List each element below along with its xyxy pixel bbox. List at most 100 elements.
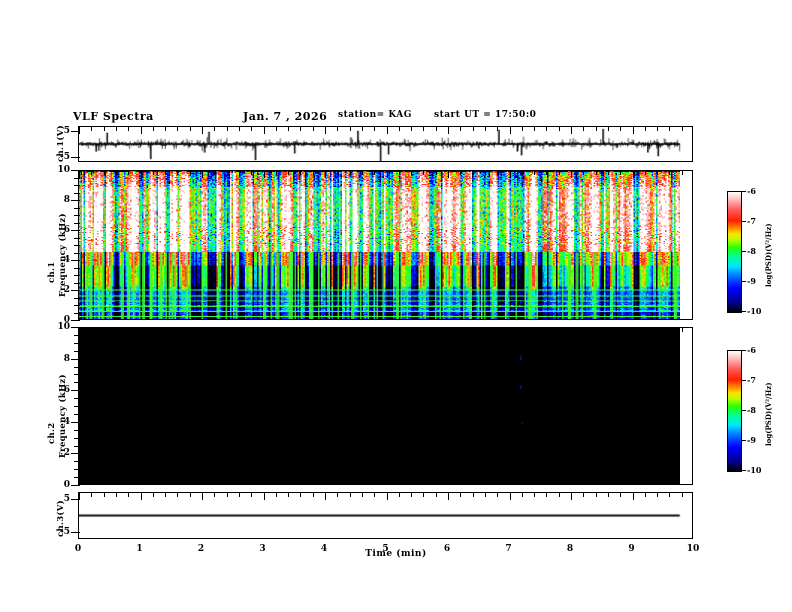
ch1-spectrogram-panel bbox=[78, 170, 693, 320]
ch1-frequency-tick-label: 10 bbox=[57, 165, 70, 175]
colorbar-tick-label: -10 bbox=[747, 465, 762, 475]
y-axis-tick bbox=[74, 350, 80, 352]
y-axis-tick bbox=[74, 429, 80, 431]
y-axis-tick bbox=[71, 453, 80, 455]
y-axis-tick bbox=[71, 485, 80, 486]
y-axis-tick bbox=[71, 200, 80, 201]
x-tick-label: 4 bbox=[320, 544, 328, 554]
ch2-frequency-tick-label: 4 bbox=[63, 416, 70, 427]
colorbar-tick bbox=[741, 350, 746, 351]
colorbar-tick bbox=[741, 380, 746, 381]
y-axis-tick bbox=[74, 222, 80, 224]
ch1-voltage-tick-label: 5 bbox=[63, 126, 70, 137]
ch1-voltage-tick-label: -5 bbox=[60, 151, 70, 162]
ch2-frequency-tick-label: 6 bbox=[63, 385, 70, 396]
figure-title: VLF Spectra bbox=[73, 110, 154, 123]
ch1-frequency-tick-label: 6 bbox=[63, 225, 70, 235]
y-axis-tick bbox=[71, 358, 80, 360]
y-axis-tick bbox=[74, 275, 80, 276]
y-axis-tick bbox=[74, 215, 80, 216]
y-axis-tick bbox=[74, 305, 80, 306]
ch1-frequency-tick-label: 2 bbox=[63, 285, 70, 295]
y-axis-tick bbox=[71, 290, 80, 291]
y-axis-tick bbox=[71, 390, 80, 392]
ch2-spectrogram-image bbox=[79, 328, 692, 484]
colorbar-tick bbox=[741, 251, 746, 252]
colorbar-tick bbox=[741, 311, 746, 312]
colorbar-tick bbox=[741, 221, 746, 222]
ch2-frequency-tick-label: 10 bbox=[57, 322, 70, 332]
start-ut-label: start UT = 17:50:0 bbox=[434, 110, 537, 120]
y-axis-tick bbox=[74, 297, 80, 299]
ch3-voltage-tick-label: -5 bbox=[60, 527, 70, 538]
y-axis-tick bbox=[71, 532, 80, 534]
y-axis-tick bbox=[74, 252, 80, 254]
y-axis-tick bbox=[74, 207, 80, 209]
y-axis-tick bbox=[74, 185, 80, 186]
y-axis-tick bbox=[74, 312, 80, 314]
y-axis-tick bbox=[71, 260, 80, 261]
y-axis-tick bbox=[74, 245, 80, 246]
colorbar-tick bbox=[741, 281, 746, 282]
ch1-spectrogram-image bbox=[79, 171, 692, 319]
x-tick-label: 0 bbox=[74, 544, 82, 554]
ch1-frequency-tick-label: 4 bbox=[63, 255, 70, 265]
ch1-colorbar-label: log(PSD)(V²/Hz) bbox=[764, 223, 773, 287]
ch2-colorbar-label: log(PSD)(V²/Hz) bbox=[764, 382, 773, 446]
x-tick-label: 3 bbox=[259, 544, 266, 554]
ch2-spectrogram-panel bbox=[78, 327, 693, 485]
y-axis-tick bbox=[74, 413, 80, 415]
y-axis-tick bbox=[74, 406, 80, 407]
ch2-frequency-tick-label: 0 bbox=[63, 480, 70, 490]
colorbar-tick-label: -10 bbox=[747, 306, 762, 316]
x-tick-label: 7 bbox=[505, 544, 512, 554]
colorbar-tick-label: -9 bbox=[747, 435, 756, 445]
ch3-voltage-axis-label: ch.3(V) bbox=[56, 500, 66, 537]
y-axis-tick bbox=[74, 445, 80, 447]
colorbar-tick-label: -9 bbox=[747, 276, 756, 286]
colorbar-tick-label: -7 bbox=[747, 375, 756, 385]
y-axis-tick bbox=[74, 267, 80, 269]
colorbar-tick bbox=[741, 440, 746, 441]
y-axis-tick bbox=[74, 437, 80, 439]
y-axis-tick bbox=[71, 498, 80, 500]
y-axis-tick bbox=[71, 320, 80, 321]
ch2-colorbar bbox=[727, 350, 742, 472]
y-axis-tick bbox=[74, 342, 80, 344]
y-axis-tick bbox=[71, 156, 80, 158]
ch3-voltage-tick-label: 5 bbox=[63, 493, 70, 504]
y-axis-tick bbox=[71, 170, 80, 171]
colorbar-tick-label: -7 bbox=[747, 216, 756, 226]
x-tick-label: 5 bbox=[382, 544, 389, 554]
y-axis-tick bbox=[74, 398, 80, 400]
x-tick-label: 10 bbox=[686, 544, 700, 554]
colorbar-tick-label: -8 bbox=[747, 246, 756, 256]
colorbar-tick-label: -6 bbox=[747, 345, 756, 355]
colorbar-tick bbox=[741, 191, 746, 192]
x-tick-label: 9 bbox=[628, 544, 635, 554]
ch3-waveform-panel bbox=[78, 492, 693, 539]
y-axis-tick bbox=[71, 327, 80, 328]
y-axis-tick bbox=[74, 382, 80, 384]
ch2-frequency-tick-label: 2 bbox=[63, 448, 70, 459]
y-axis-tick bbox=[74, 366, 80, 368]
y-axis-tick bbox=[71, 131, 80, 133]
ch1-frequency-axis-label-line2: Frequency (kHz) bbox=[58, 213, 68, 297]
colorbar-tick bbox=[741, 410, 746, 411]
y-axis-tick bbox=[74, 192, 80, 194]
ch1-frequency-axis-label-line1: ch.1 bbox=[47, 261, 57, 283]
y-axis-tick bbox=[74, 469, 80, 471]
colorbar-tick bbox=[741, 470, 746, 471]
y-axis-tick bbox=[74, 177, 80, 179]
ch2-frequency-axis-label-line2: Frequency (kHz) bbox=[58, 374, 68, 458]
x-tick-label: 8 bbox=[566, 544, 574, 554]
ch1-frequency-tick-label: 0 bbox=[63, 315, 70, 325]
station-label: station= KAG bbox=[338, 110, 412, 120]
y-axis-tick bbox=[71, 230, 80, 231]
y-axis-tick bbox=[74, 477, 80, 479]
ch2-frequency-axis-label-line1: ch.2 bbox=[47, 422, 57, 444]
x-tick-label: 6 bbox=[443, 544, 451, 554]
y-axis-tick bbox=[74, 374, 80, 376]
ch1-colorbar bbox=[727, 191, 742, 313]
